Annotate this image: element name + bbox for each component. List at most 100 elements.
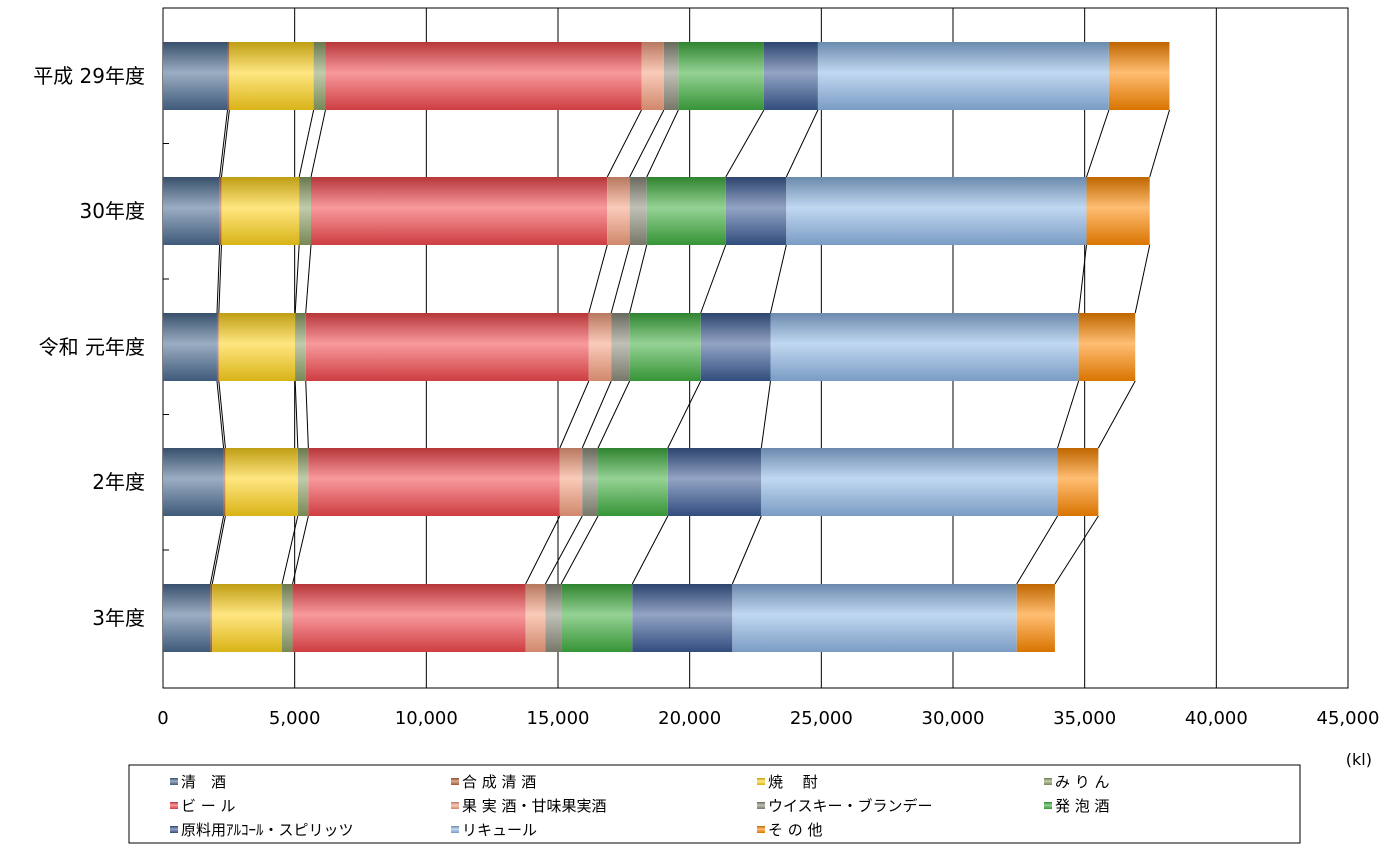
series-connector-line bbox=[216, 380, 225, 449]
legend-box bbox=[128, 764, 1301, 844]
series-connector-line bbox=[305, 244, 312, 314]
series-connector-line bbox=[597, 380, 631, 449]
series-connector-line bbox=[1086, 109, 1110, 178]
series-connector-line bbox=[770, 244, 787, 314]
bar-segment bbox=[216, 313, 219, 381]
x-tick-label: 5,000 bbox=[269, 708, 321, 729]
x-tick-label: 0 bbox=[157, 708, 168, 729]
bar-segment bbox=[1108, 42, 1170, 110]
bar-segment bbox=[598, 448, 668, 516]
bar-segment bbox=[297, 448, 309, 516]
bar-segment bbox=[1016, 584, 1055, 652]
bar-segment bbox=[770, 313, 1079, 381]
bar-segment bbox=[308, 448, 560, 516]
bar-segment bbox=[163, 177, 220, 245]
x-tick-label: 10,000 bbox=[395, 708, 458, 729]
bar-segment bbox=[786, 177, 1087, 245]
series-connector-line bbox=[209, 515, 225, 585]
bar-segment bbox=[732, 584, 1017, 652]
series-connector-line bbox=[305, 380, 309, 449]
legend-swatch bbox=[451, 826, 459, 833]
series-connector-line bbox=[560, 515, 599, 585]
series-connector-line bbox=[525, 515, 561, 585]
series-connector-line bbox=[731, 515, 762, 585]
series-connector-line bbox=[646, 109, 679, 178]
bar-segment bbox=[212, 584, 283, 652]
bar-segment bbox=[310, 177, 608, 245]
bar-segment bbox=[163, 448, 224, 516]
legend-swatch bbox=[451, 802, 459, 809]
legend-swatch bbox=[1044, 778, 1052, 785]
legend-swatch bbox=[170, 778, 178, 785]
category-label: 平成 29年度 bbox=[33, 64, 145, 88]
series-connector-line bbox=[219, 109, 229, 178]
x-tick-label: 45,000 bbox=[1317, 708, 1380, 729]
legend-swatch bbox=[451, 778, 459, 785]
bar-segment bbox=[588, 313, 612, 381]
legend-swatch bbox=[170, 826, 178, 833]
series-connector-line bbox=[700, 244, 727, 314]
bar-segment bbox=[225, 448, 298, 516]
bar-segment bbox=[646, 177, 726, 245]
legend-swatch bbox=[757, 802, 765, 809]
bar-segment bbox=[761, 448, 1058, 516]
legend-label: ビ ー ル bbox=[181, 797, 236, 815]
bar-segment bbox=[629, 177, 647, 245]
series-connector-line bbox=[610, 244, 631, 314]
bar-segment bbox=[763, 42, 818, 110]
series-connector-line bbox=[1097, 380, 1136, 449]
series-connector-line bbox=[218, 244, 222, 314]
legend-label: み り ん bbox=[1055, 773, 1110, 791]
bar-segment bbox=[611, 313, 630, 381]
legend-swatch bbox=[757, 778, 765, 785]
series-connector-line bbox=[281, 515, 299, 585]
bar-segment bbox=[221, 177, 300, 245]
bar-segment bbox=[607, 177, 630, 245]
category-label: 30年度 bbox=[80, 199, 145, 223]
series-connector-line bbox=[1078, 244, 1088, 314]
bar-segment bbox=[1086, 177, 1150, 245]
series-connector-line bbox=[310, 109, 326, 178]
bar-segment bbox=[313, 42, 326, 110]
series-connector-line bbox=[631, 515, 669, 585]
series-connector-line bbox=[1057, 380, 1080, 449]
bar-segment bbox=[292, 584, 526, 652]
bar-segment bbox=[700, 313, 771, 381]
bar-segment bbox=[725, 177, 787, 245]
legend-swatch bbox=[1044, 802, 1052, 809]
legend-label: 合 成 清 酒 bbox=[462, 773, 536, 791]
bar-segment bbox=[163, 42, 228, 110]
series-connector-line bbox=[220, 109, 230, 178]
series-connector-line bbox=[216, 244, 221, 314]
series-connector-line bbox=[606, 109, 642, 178]
bar-segment bbox=[325, 42, 642, 110]
bar-segment bbox=[629, 313, 701, 381]
bar-segment bbox=[545, 584, 562, 652]
bar-segment bbox=[305, 313, 589, 381]
bar-segment bbox=[163, 313, 217, 381]
bar-segment bbox=[218, 313, 296, 381]
series-connector-line bbox=[667, 380, 702, 449]
series-connector-line bbox=[559, 380, 590, 449]
bar-segment bbox=[582, 448, 599, 516]
x-tick-label: 40,000 bbox=[1185, 708, 1248, 729]
series-connector-line bbox=[629, 109, 665, 178]
legend-label: 果 実 酒・甘味果実酒 bbox=[462, 797, 607, 815]
series-connector-line bbox=[725, 109, 765, 178]
series-connector-line bbox=[760, 380, 772, 449]
legend-label: そ の 他 bbox=[768, 821, 823, 839]
series-connector-line bbox=[1134, 244, 1151, 314]
bar-segment bbox=[561, 584, 633, 652]
series-connector-line bbox=[292, 515, 309, 585]
bar-segment bbox=[163, 584, 211, 652]
series-connector-line bbox=[218, 380, 226, 449]
bar-segment bbox=[223, 448, 226, 516]
legend-label: 清 酒 bbox=[181, 773, 226, 791]
x-tick-label: 30,000 bbox=[922, 708, 985, 729]
x-tick-label: 25,000 bbox=[790, 708, 853, 729]
category-label: 2年度 bbox=[92, 470, 145, 494]
legend-label: 発 泡 酒 bbox=[1055, 797, 1110, 815]
bar-segment bbox=[1078, 313, 1136, 381]
bar-segment bbox=[559, 448, 583, 516]
